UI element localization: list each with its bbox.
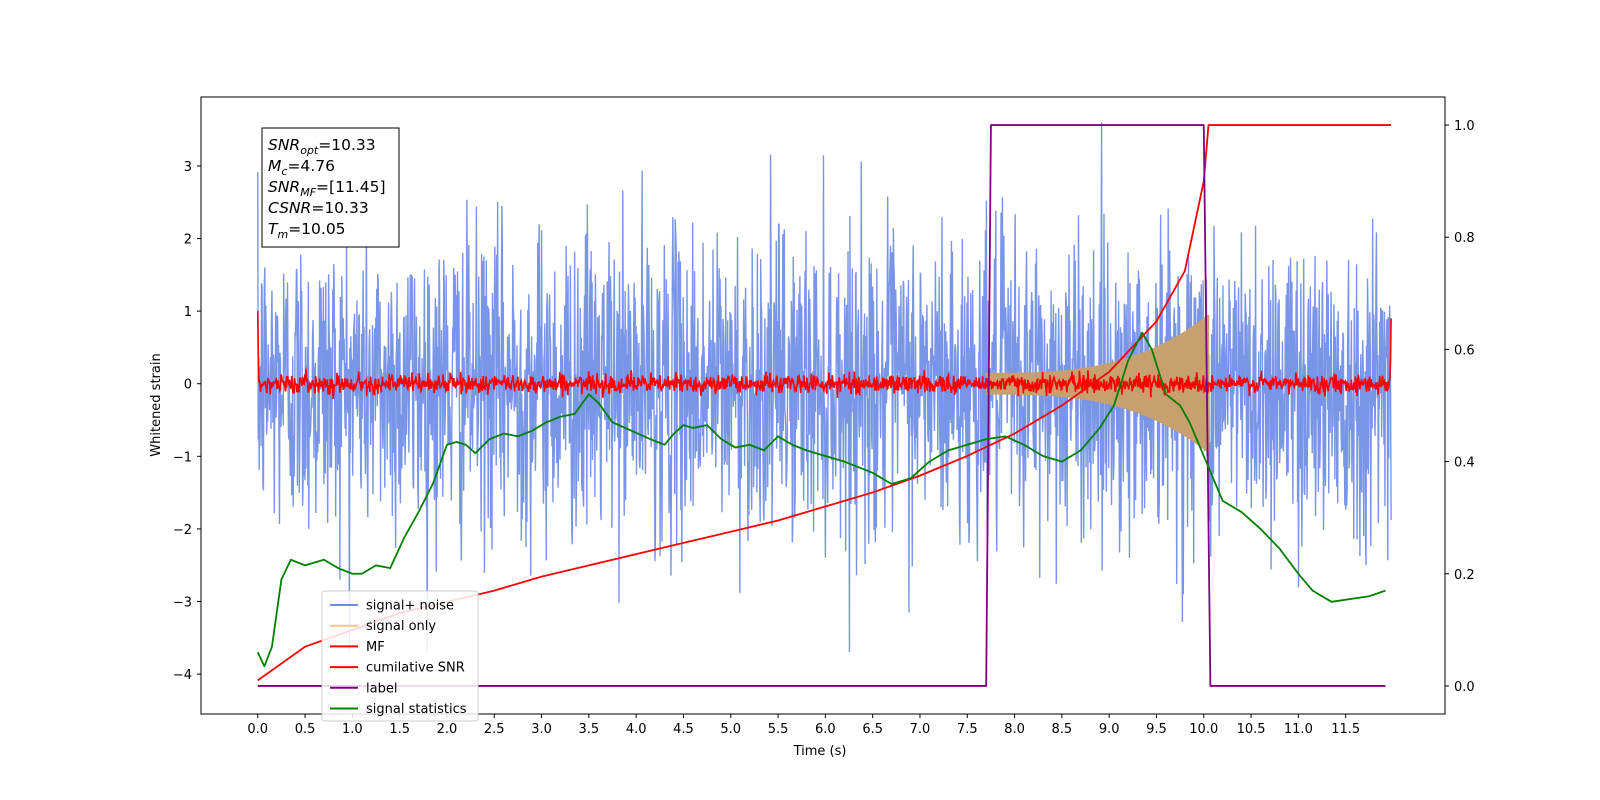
x-tick-label: 0.5 [295,722,316,737]
signal-only-line [985,314,1210,453]
legend-label: signal statistics [366,702,467,717]
legend-label: cumilative SNR [366,661,465,676]
label-line [257,124,1386,687]
x-tick-label: 10.5 [1237,722,1266,737]
left-y-tick-label: −1 [173,450,192,465]
stats-entry-symbol: CSNR [268,199,311,217]
x-tick-label: 6.5 [862,722,883,737]
x-tick-label: 2.5 [484,722,505,737]
x-tick-label: 4.0 [626,722,647,737]
legend-frame [321,590,479,722]
left-y-tick-label: 1 [184,305,192,320]
y-axis-label: Whitened strain [149,353,164,456]
stats-entry: Tm=10.05 [268,220,346,241]
x-tick-label: 5.5 [768,722,789,737]
x-tick-label: 3.0 [531,722,552,737]
stats-entry-value: =[11.45] [316,178,385,196]
right-y-tick-label: 0.2 [1454,568,1475,583]
stats-entry-subscript: c [281,165,287,178]
right-y-tick-label: 0.6 [1454,343,1475,358]
stats-entry-value: =10.33 [311,199,368,217]
x-tick-label: 1.0 [342,722,363,737]
legend-label: label [366,681,397,696]
x-tick-label: 1.5 [389,722,410,737]
stats-entry: SNRMF=[11.45] [268,178,386,199]
stats-entry-symbol: M [268,157,281,175]
stats-box-frame [261,127,400,248]
legend: signal+ noise signal only MF cumilative SNR… [321,590,479,722]
stats-entry-symbol: SNR [268,178,300,196]
left-y-tick-label: −2 [173,523,192,538]
x-tick-label: 11.5 [1331,722,1360,737]
x-tick-label: 5.0 [720,722,741,737]
stats-entry-symbol: T [268,220,279,238]
right-y-tick-label: 0.4 [1454,456,1475,471]
stats-entry-value: =10.33 [318,136,375,154]
left-y-tick-label: −3 [173,595,192,610]
x-tick-label: 8.5 [1052,722,1073,737]
x-tick-label: 10.0 [1189,722,1218,737]
x-axis-label: Time (s) [793,744,847,759]
right-y-tick-label: 0.0 [1454,680,1475,695]
mf-line [256,311,1392,399]
stats-entry-symbol: SNR [268,136,300,154]
legend-label: signal only [366,619,436,634]
left-y-tick-label: 3 [184,160,192,175]
x-tick-label: 7.5 [957,722,978,737]
stats-entry-subscript: opt [300,144,319,157]
axes-frame [200,96,1446,715]
x-tick-label: 6.0 [815,722,836,737]
right-y-tick-label: 0.8 [1454,231,1475,246]
stats-entry-value: =4.76 [287,157,335,175]
stats-entry-subscript: m [277,228,288,241]
x-tick-label: 11.0 [1284,722,1313,737]
legend-label: signal+ noise [366,599,454,614]
mf-layer [256,311,1392,399]
right-y-tick-label: 1.0 [1454,119,1475,134]
x-tick-label: 4.5 [673,722,694,737]
left-y-tick-label: 2 [184,233,192,248]
x-tick-label: 9.5 [1146,722,1167,737]
stats-entry-subscript: MF [300,186,316,199]
stats-entry: CSNR=10.33 [268,199,369,217]
right-y-axis-ticks: 0.0 0.2 0.4 0.6 0.8 1.0 [1445,119,1475,695]
x-tick-label: 7.0 [910,722,931,737]
x-tick-label: 9.0 [1099,722,1120,737]
x-tick-label: 8.0 [1004,722,1025,737]
legend-label: MF [366,640,385,655]
left-y-axis-ticks: −4 −3 −2 −1 0 1 2 3 [173,160,201,683]
stats-entry: Mc=4.76 [268,157,335,178]
stats-entry-value: =10.05 [288,220,345,238]
x-tick-label: 0.0 [247,722,268,737]
x-axis-ticks: 0.0 0.5 1.0 1.5 2.0 2.5 3.0 3.5 4.0 4.5 5.0 5.5 6.0 6… [247,714,1360,737]
x-tick-label: 2.0 [437,722,458,737]
signal-statistics-line [256,331,1386,668]
stats-entry: SNRopt=10.33 [268,136,376,157]
left-y-tick-label: 0 [184,378,192,393]
left-y-tick-label: −4 [173,668,192,683]
signal-only-layer [985,314,1210,453]
stats-annotation-box: SNRopt=10.33Mc=4.76SNRMF=[11.45]CSNR=10.… [261,127,400,248]
x-tick-label: 3.5 [579,722,600,737]
